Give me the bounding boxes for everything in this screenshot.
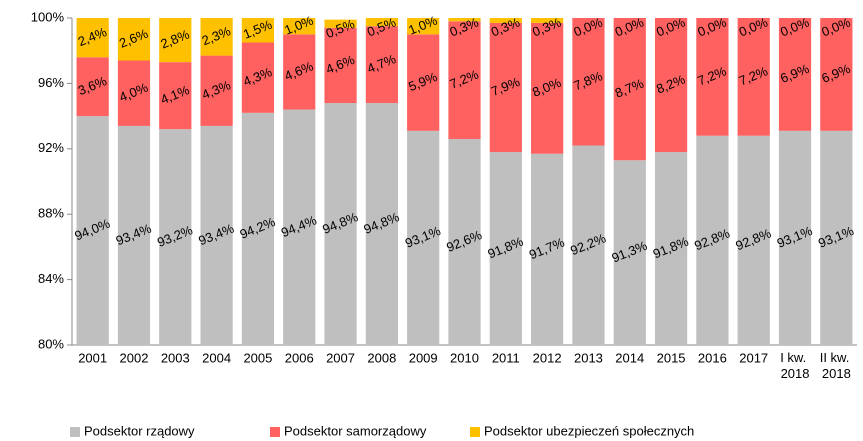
x-tick-label: 2014 [615,350,644,365]
bar-segment [365,103,398,346]
bar-segment [531,153,564,345]
bar-segment [76,116,109,345]
bar-segment [76,57,109,117]
bar-segment [654,18,688,153]
x-tick-label: 2002 [120,350,149,365]
bar-segment [241,112,275,345]
bar-segment [531,18,564,23]
bar-segment [778,130,812,345]
x-tick-label: I kw. 2018 [780,350,810,381]
bar-segment [365,26,398,104]
bar-segment [324,103,357,346]
y-tick-label: 96% [38,75,64,90]
bar-segment [572,145,605,345]
bar-segment [448,138,481,345]
bar-segment [737,18,770,136]
bar-segment [737,135,770,345]
x-tick-label: 2011 [492,350,520,365]
bar-segment [654,152,688,345]
bar-segment [159,18,192,63]
legend-label: Podsektor ubezpieczeń społecznych [484,423,694,438]
x-tick-label: 2006 [285,350,314,365]
bar-segment [613,160,646,345]
bar-segment [696,18,729,136]
bar-segment [200,55,233,126]
bar-segment [820,130,853,345]
bar-segment [200,18,233,56]
bar-segment [283,109,316,345]
legend-swatch [70,427,80,437]
bar-segment [448,21,481,139]
x-tick-label: 2009 [409,350,438,365]
bar-segment [283,34,316,110]
bar-segment [531,22,564,154]
bar-segment [200,125,233,345]
bar-segment [117,125,151,345]
bar-segment [407,34,440,131]
y-tick-label: 84% [38,271,64,286]
bar-segment [407,18,440,35]
bar-segment [324,19,357,28]
bar-segment [117,60,151,126]
bar-segment [820,18,853,131]
x-tick-label: 2004 [202,350,231,365]
y-tick-label: 92% [38,140,64,155]
x-tick-label: 2010 [450,350,479,365]
bar-segment [365,18,398,27]
bar-segment [324,27,357,104]
x-tick-label: 2015 [657,350,686,365]
x-tick-label-line: I kw. [780,350,810,365]
x-tick-label: 2003 [161,350,190,365]
bar-segment [159,62,192,130]
x-tick-label-line: II kw. [820,350,853,365]
bar-segment [407,130,440,345]
bar-segment [572,18,605,146]
x-tick-label: 2013 [574,350,603,365]
x-tick-label-line: 2018 [822,366,851,381]
bar-segment [448,18,481,22]
bar-segment [489,152,522,345]
bar-segment [241,42,275,113]
x-tick-label: 2005 [243,350,272,365]
bar-segment [489,18,522,23]
x-tick-label: 2017 [739,350,768,365]
bar-segment [241,18,275,43]
y-tick-label: 100% [31,9,65,24]
y-tick-label: 88% [38,206,64,221]
legend-label: Podsektor samorządowy [284,423,427,438]
x-tick-label: 2001 [78,350,107,365]
bar-segment [696,135,729,345]
bar-segment [76,18,109,58]
bar-segment [613,18,646,161]
x-tick-label: 2008 [367,350,396,365]
x-tick-label: 2016 [698,350,727,365]
bar-segment [159,129,192,345]
bar-segment [778,18,812,131]
bar-segment [489,22,522,153]
legend-swatch [270,427,280,437]
bar-segment [283,18,316,35]
y-tick-label: 80% [38,336,64,351]
legend-label: Podsektor rządowy [84,423,195,438]
bar-segment [117,18,151,61]
x-tick-label: 2012 [533,350,562,365]
x-tick-label: II kw. 2018 [820,350,853,381]
legend-swatch [470,427,480,437]
x-tick-label-line: 2018 [781,366,810,381]
x-tick-label: 2007 [326,350,355,365]
